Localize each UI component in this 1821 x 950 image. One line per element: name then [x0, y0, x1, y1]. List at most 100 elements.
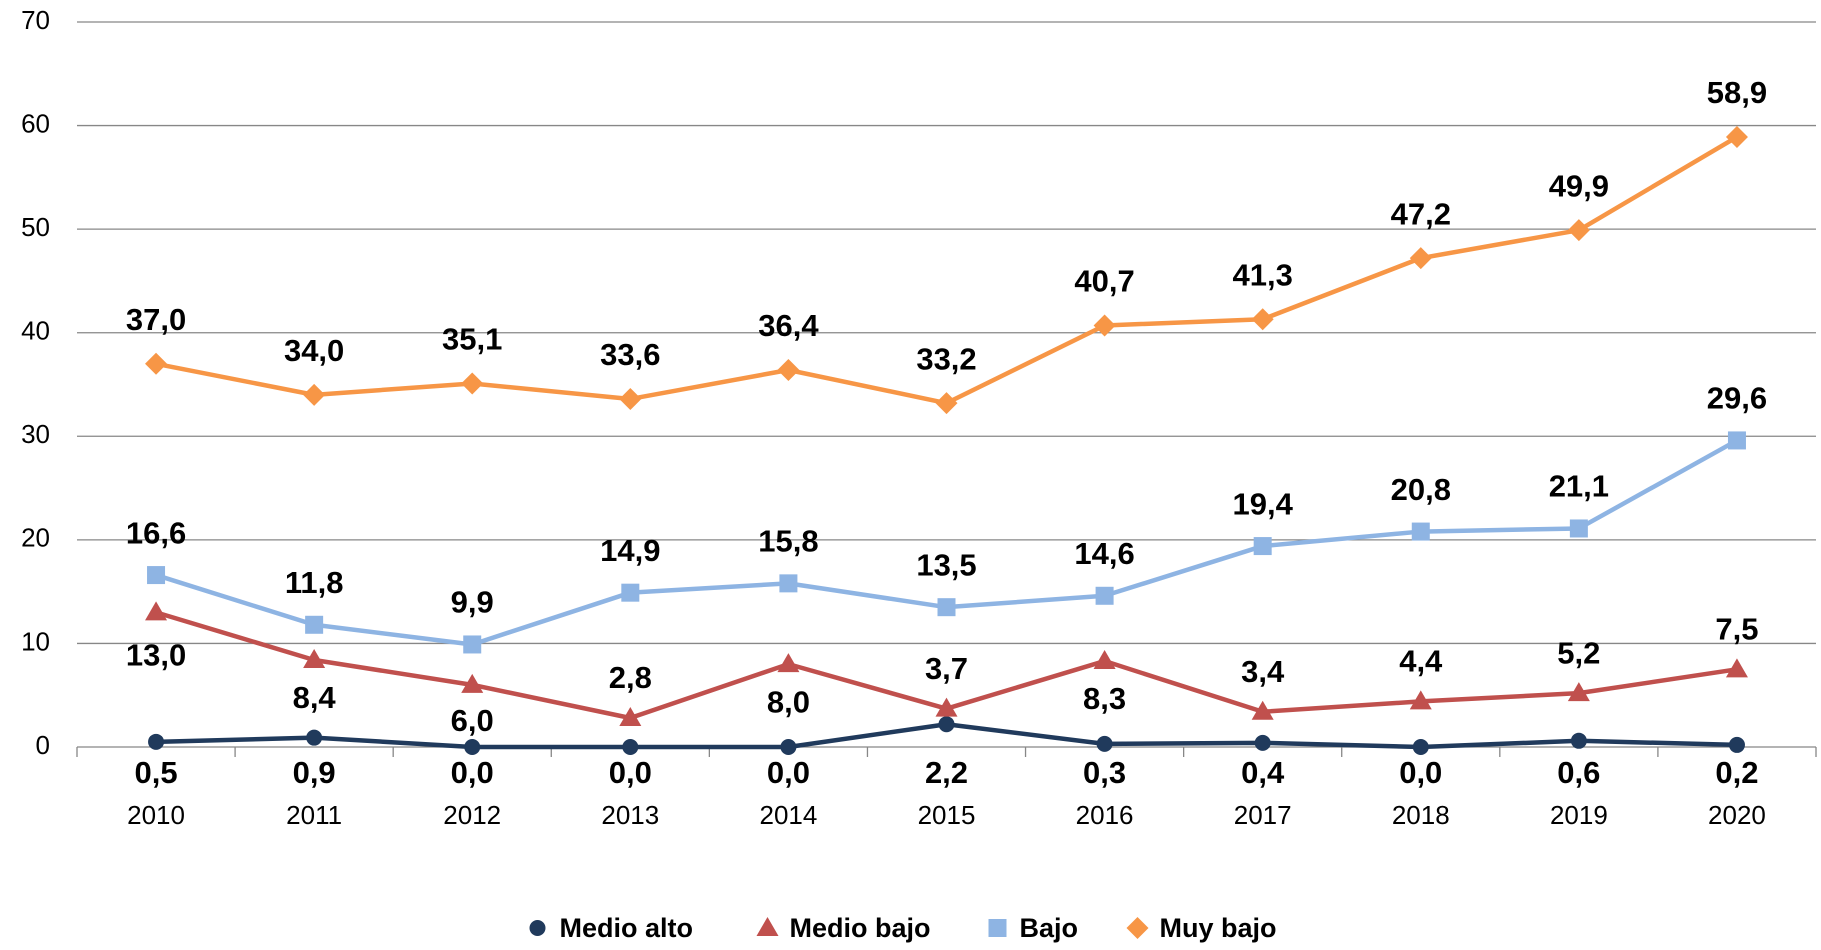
data-point	[1093, 314, 1116, 337]
y-tick-label: 30	[21, 419, 50, 449]
data-point	[1567, 682, 1590, 702]
legend-marker	[1126, 917, 1149, 939]
value-label: 3,4	[1241, 654, 1285, 689]
data-point	[1567, 219, 1590, 242]
data-point	[780, 739, 797, 755]
value-label: 14,6	[1074, 536, 1134, 571]
y-tick-label: 40	[21, 316, 50, 346]
data-point	[1411, 522, 1430, 541]
x-tick-label: 2020	[1708, 800, 1766, 830]
value-label: 34,0	[284, 333, 344, 368]
data-point	[935, 697, 958, 717]
data-point	[621, 583, 640, 602]
data-point	[1570, 732, 1587, 749]
legend-label: Medio bajo	[790, 913, 931, 943]
legend-marker	[529, 920, 546, 936]
value-label: 7,5	[1715, 612, 1758, 647]
data-point	[1253, 537, 1272, 556]
data-point	[1727, 431, 1746, 450]
data-point	[938, 716, 955, 733]
value-label: 20,8	[1391, 472, 1451, 507]
data-point	[1725, 658, 1748, 678]
value-label: 0,0	[609, 755, 652, 790]
value-label: 0,9	[293, 755, 336, 790]
value-label: 11,8	[285, 565, 344, 600]
value-label: 2,2	[925, 755, 968, 790]
value-label: 13,5	[916, 547, 976, 582]
value-label: 0,0	[451, 755, 494, 790]
value-label: 41,3	[1233, 257, 1293, 292]
x-tick-label: 2016	[1076, 800, 1134, 830]
data-point	[1725, 125, 1748, 148]
x-tick-label: 2010	[127, 800, 185, 830]
value-label: 15,8	[758, 524, 818, 559]
value-label: 3,7	[925, 651, 968, 686]
data-point	[1251, 308, 1274, 331]
value-label: 8,4	[293, 680, 337, 715]
value-label: 19,4	[1233, 486, 1294, 521]
value-label: 0,5	[134, 755, 177, 790]
value-label: 2,8	[609, 660, 652, 695]
data-point	[1409, 247, 1432, 270]
data-point	[1728, 736, 1745, 753]
data-point	[461, 673, 484, 693]
value-label: 58,9	[1707, 75, 1767, 110]
data-point	[1569, 519, 1588, 538]
value-label: 33,6	[600, 337, 660, 372]
value-label: 13,0	[126, 638, 186, 673]
value-label: 4,4	[1399, 644, 1443, 679]
data-point	[1412, 739, 1429, 755]
x-tick-label: 2015	[918, 800, 976, 830]
data-point	[464, 739, 481, 755]
value-label: 8,0	[767, 684, 810, 719]
legend-label: Bajo	[1020, 913, 1079, 943]
y-tick-label: 10	[21, 626, 50, 656]
legend-label: Muy bajo	[1160, 913, 1277, 943]
value-label: 35,1	[442, 322, 502, 357]
value-label: 0,3	[1083, 755, 1126, 790]
value-label: 37,0	[126, 302, 186, 337]
value-label: 21,1	[1549, 469, 1609, 504]
data-point	[1254, 734, 1271, 751]
data-point	[937, 598, 956, 617]
value-label: 9,9	[451, 585, 494, 620]
x-tick-label: 2013	[601, 800, 659, 830]
x-tick-label: 2011	[286, 800, 342, 830]
data-point	[1251, 700, 1274, 720]
data-point	[145, 352, 168, 375]
data-point	[305, 615, 324, 634]
y-tick-label: 0	[36, 730, 50, 760]
x-tick-label: 2014	[759, 800, 817, 830]
data-point	[1095, 586, 1114, 605]
data-point	[463, 635, 482, 654]
value-label: 47,2	[1391, 196, 1451, 231]
data-point	[1409, 690, 1432, 710]
x-tick-label: 2017	[1234, 800, 1292, 830]
value-label: 14,9	[600, 533, 660, 568]
value-label: 0,0	[1399, 755, 1442, 790]
data-point	[935, 392, 958, 415]
data-point	[1093, 650, 1116, 670]
y-tick-label: 60	[21, 108, 50, 138]
legend-marker	[756, 917, 779, 936]
data-point	[619, 388, 642, 410]
value-label: 0,6	[1557, 755, 1600, 790]
legend-marker	[988, 919, 1007, 937]
data-point	[779, 574, 798, 593]
value-label: 0,0	[767, 755, 810, 790]
value-label: 49,9	[1549, 168, 1609, 203]
data-point	[777, 359, 800, 381]
value-label: 36,4	[758, 308, 819, 343]
value-label: 8,3	[1083, 681, 1126, 716]
data-point	[1096, 735, 1113, 752]
data-point	[148, 733, 165, 750]
x-tick-label: 2019	[1550, 800, 1608, 830]
value-label: 40,7	[1074, 264, 1134, 299]
data-point	[622, 739, 639, 755]
data-point	[147, 566, 166, 585]
y-tick-label: 20	[21, 523, 50, 553]
data-point	[461, 372, 484, 395]
x-tick-label: 2012	[443, 800, 501, 830]
value-label: 29,6	[1707, 381, 1767, 416]
